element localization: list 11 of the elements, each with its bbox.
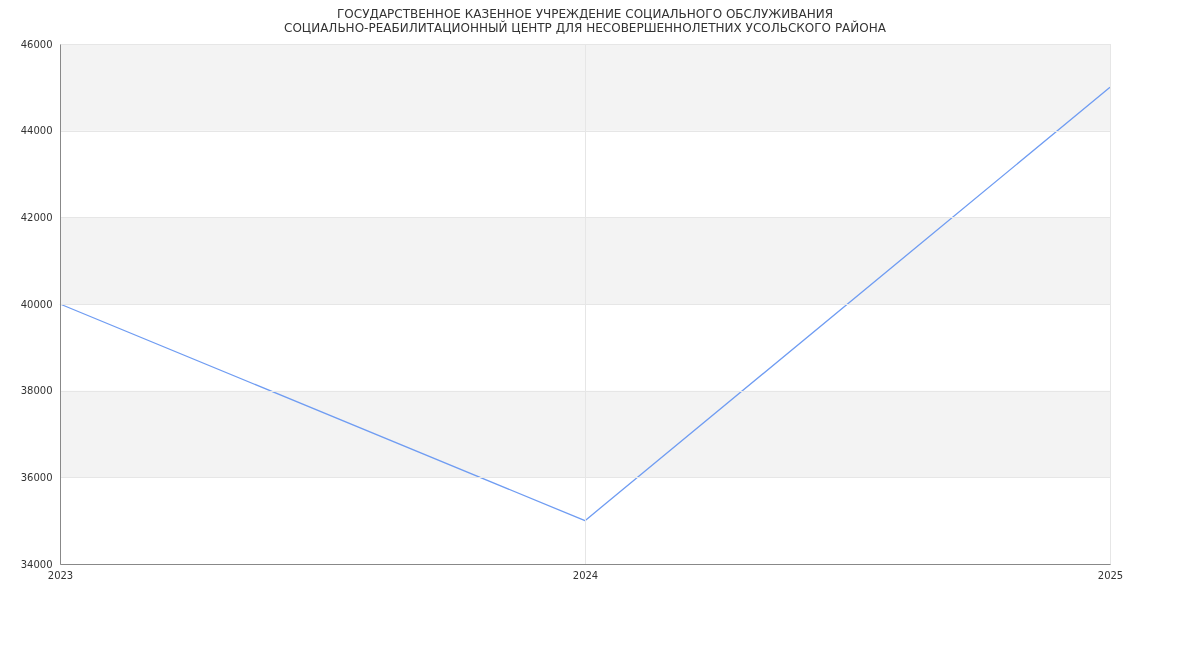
- y-tick-label: 44000: [20, 125, 53, 137]
- y-tick-label: 42000: [20, 211, 53, 223]
- y-tick-label: 36000: [20, 471, 53, 483]
- y-tick-label: 34000: [20, 558, 53, 570]
- y-tick-label: 40000: [20, 298, 53, 310]
- chart-title: ГОСУДАРСТВЕННОЕ КАЗЕННОЕ УЧРЕЖДЕНИЕ СОЦИАЛЬНОГО ОБСЛУЖИВАНИЯ СОЦИАЛЬНО-РЕАБИЛИТАЦИОННЫЙ ЦЕНТР ДЛЯ НЕСОВЕРШЕННОЛЕТНИХ УСОЛЬСКОГО РАЙОНА: [284, 7, 887, 35]
- x-tick-label: 2025: [1097, 569, 1124, 581]
- x-tick-label: 2024: [572, 569, 599, 581]
- y-tick-label: 46000: [20, 38, 53, 50]
- x-tick-label: 2023: [47, 569, 74, 581]
- y-tick-label: 38000: [20, 385, 53, 397]
